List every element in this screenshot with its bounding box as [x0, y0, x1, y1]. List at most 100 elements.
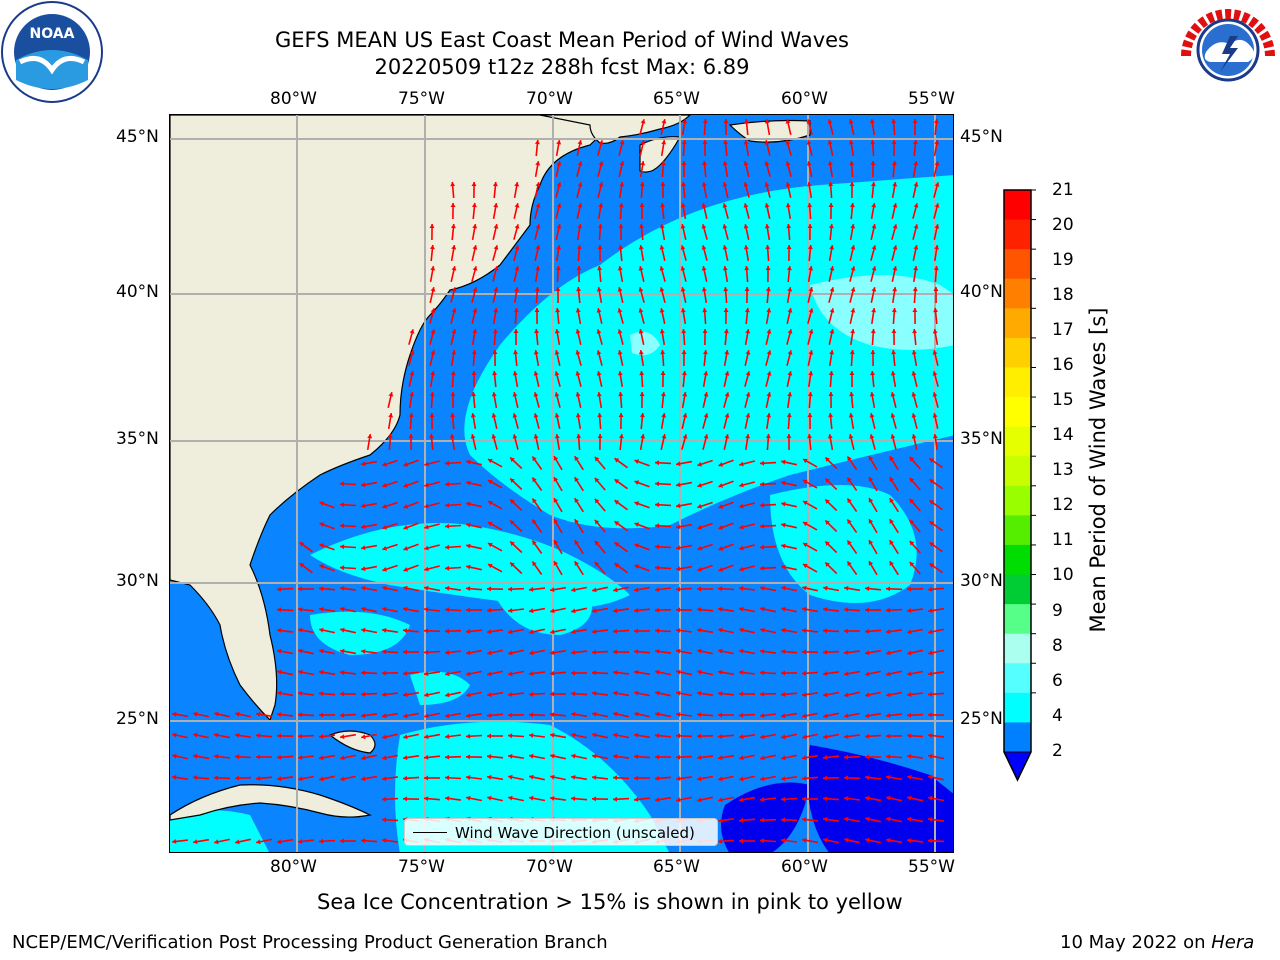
wave-direction-arrowhead: [382, 545, 387, 551]
wave-direction-arrowhead: [617, 329, 623, 334]
wave-direction-arrowhead: [512, 371, 518, 376]
wave-direction-arrowhead: [911, 392, 917, 397]
wave-direction-arrowhead: [661, 434, 667, 439]
wave-direction-arrowhead: [598, 140, 604, 145]
wave-direction-arrowhead: [529, 753, 534, 759]
wave-direction-arrowhead: [172, 732, 177, 738]
wave-direction-arrowhead: [319, 712, 323, 718]
wave-direction-arrowhead: [886, 754, 891, 760]
wave-direction-arrowhead: [451, 245, 457, 250]
wave-direction-arrowhead: [892, 224, 898, 229]
wave-direction-arrowhead: [891, 140, 897, 144]
wave-direction-arrowhead: [676, 628, 681, 633]
wave-direction-arrowhead: [808, 329, 814, 334]
wave-direction-arrowhead: [928, 795, 933, 801]
colorbar-tick-13: 13: [1052, 460, 1074, 480]
wave-direction-arrowhead: [640, 434, 646, 439]
wave-direction-arrowhead: [487, 754, 492, 760]
wave-direction-arrowhead: [403, 567, 409, 572]
wave-direction-arrowhead: [550, 732, 555, 738]
wave-direction-arrowhead: [847, 498, 852, 504]
wave-direction-arrowhead: [367, 434, 373, 439]
wave-direction-arrowhead: [825, 541, 830, 546]
wave-direction-arrowhead: [701, 203, 707, 208]
footer-date-text: 10 May 2022 on: [1060, 932, 1212, 953]
wave-direction-arrowhead: [868, 561, 874, 566]
wave-direction-arrowhead: [766, 392, 772, 397]
wave-direction-arrowhead: [429, 434, 435, 439]
wave-direction-arrowhead: [533, 392, 539, 397]
wave-direction-arrowhead: [785, 203, 791, 208]
wave-direction-arrowhead: [807, 245, 813, 250]
wave-direction-arrowhead: [508, 650, 513, 656]
wave-direction-arrowhead: [172, 774, 177, 780]
wave-direction-arrowhead: [553, 561, 559, 566]
wave-direction-arrowhead: [823, 585, 828, 591]
wave-direction-arrowhead: [429, 392, 435, 397]
wave-direction-arrowhead: [571, 796, 576, 802]
wave-direction-arrowhead: [760, 544, 765, 550]
wave-direction-arrowhead: [451, 287, 457, 292]
wave-direction-arrowhead: [676, 776, 681, 781]
wave-direction-arrowhead: [806, 161, 812, 166]
wave-direction-arrowhead: [891, 329, 897, 333]
wave-direction-arrowhead: [571, 711, 576, 717]
wave-direction-arrowhead: [634, 587, 639, 593]
wave-direction-arrowhead: [660, 371, 666, 375]
wave-direction-arrowhead: [613, 587, 618, 593]
wave-direction-arrowhead: [472, 266, 478, 271]
wave-direction-arrowhead: [639, 224, 645, 229]
wave-direction-arrowhead: [596, 371, 602, 376]
wave-direction-arrowhead: [618, 434, 624, 439]
wave-direction-arrowhead: [340, 565, 345, 571]
wave-direction-arrowhead: [807, 203, 813, 208]
footer-credit: NCEP/EMC/Verification Post Processing Pr…: [12, 932, 608, 953]
wave-direction-arrowhead: [802, 692, 807, 698]
wave-direction-arrowhead: [640, 140, 646, 145]
wave-direction-arrowhead: [825, 478, 830, 483]
lat-tick-right-30n: 30°N: [960, 571, 1003, 591]
wave-direction-arrowhead: [934, 161, 940, 166]
wave-direction-arrowhead: [827, 140, 833, 145]
wave-direction-arrowhead: [533, 413, 539, 418]
wave-direction-arrowhead: [408, 434, 414, 438]
wave-direction-arrowhead: [403, 585, 408, 591]
legend-line-sample: [413, 832, 447, 833]
lat-tick-right-45n: 45°N: [960, 127, 1003, 147]
wave-direction-arrowhead: [529, 712, 534, 718]
wave-direction-arrowhead: [703, 413, 709, 418]
wave-direction-arrowhead: [556, 161, 562, 166]
wave-direction-arrowhead: [660, 203, 666, 208]
wave-direction-arrowhead: [718, 691, 723, 697]
wave-direction-arrowhead: [361, 713, 366, 718]
lon-tick-bottom-80w: 80°W: [270, 857, 317, 877]
wave-direction-arrowhead: [844, 796, 849, 801]
wave-direction-arrowhead: [892, 287, 898, 292]
wave-direction-arrowhead: [928, 733, 933, 738]
wave-direction-arrowhead: [655, 669, 660, 675]
wave-direction-arrowhead: [803, 458, 808, 464]
wave-direction-arrowhead: [786, 434, 792, 438]
wave-direction-arrowhead: [514, 287, 520, 292]
wave-direction-arrowhead: [744, 308, 750, 313]
wave-direction-arrowhead: [556, 224, 562, 229]
map-canvas: [170, 115, 953, 852]
colorbar-segment: [1004, 278, 1031, 309]
wave-direction-arrowhead: [361, 585, 366, 591]
wave-direction-arrowhead: [638, 329, 644, 334]
wave-direction-arrowhead: [655, 775, 660, 781]
wave-direction-arrowhead: [472, 308, 478, 313]
wave-direction-arrowhead: [886, 795, 891, 801]
wave-direction-arrowhead: [825, 562, 830, 567]
colorbar-tick-20: 20: [1052, 215, 1074, 235]
wave-direction-arrowhead: [928, 586, 933, 592]
wave-direction-arrowhead: [617, 371, 623, 376]
wave-direction-arrowhead: [492, 350, 498, 354]
wave-direction-arrowhead: [934, 203, 940, 208]
wave-direction-arrowhead: [424, 566, 429, 572]
wave-direction-arrowhead: [193, 839, 198, 845]
wave-direction-arrowhead: [532, 456, 537, 462]
wave-direction-arrowhead: [907, 712, 912, 718]
wave-direction-arrowhead: [823, 837, 828, 843]
wave-direction-arrowhead: [829, 308, 835, 313]
